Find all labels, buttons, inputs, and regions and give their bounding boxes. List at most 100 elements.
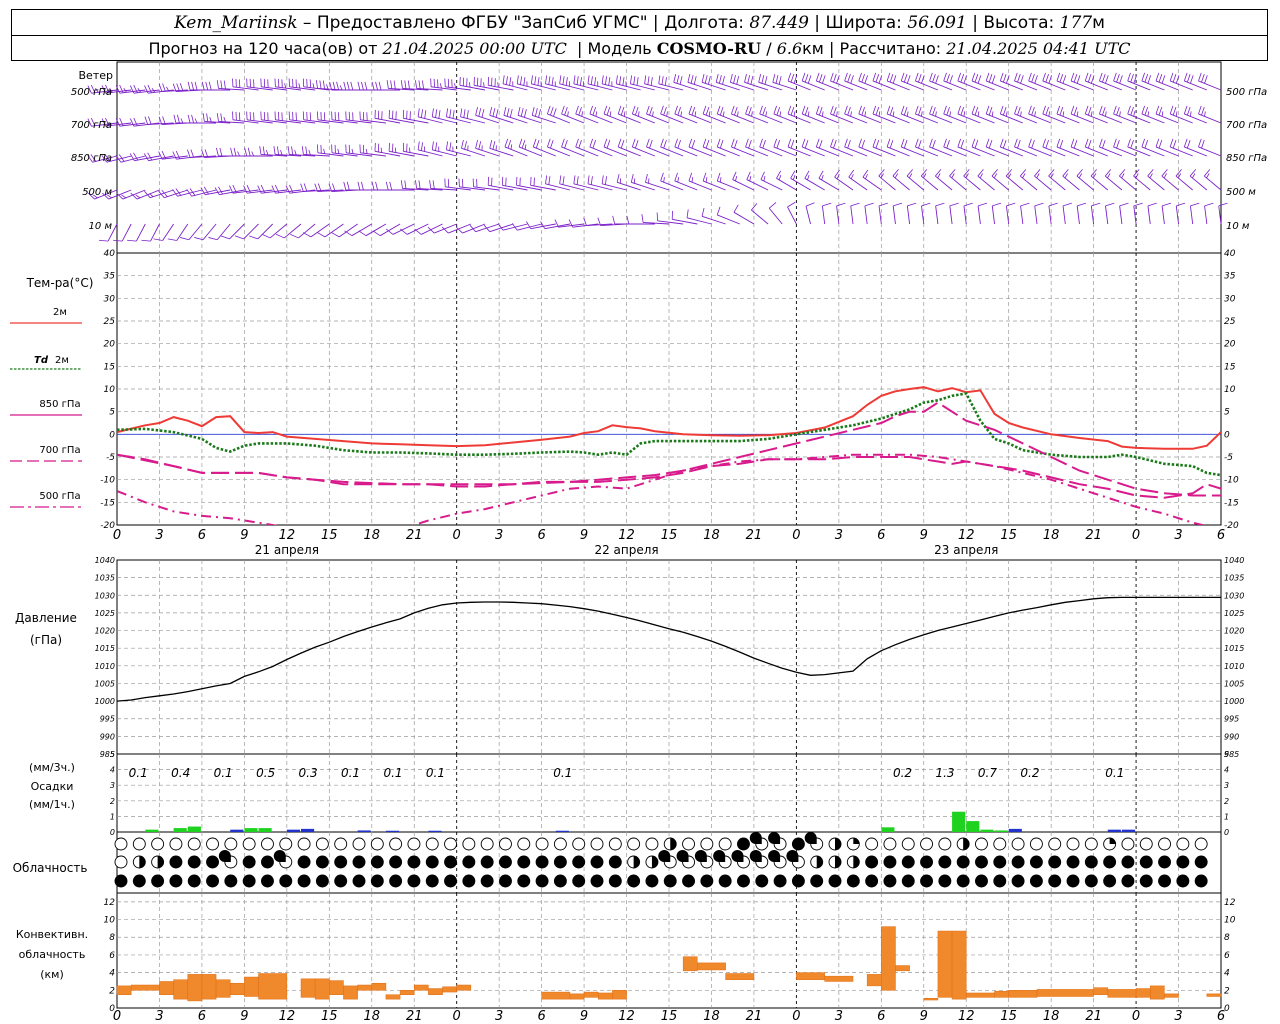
precip-1h-bar <box>286 829 300 832</box>
wind-barb-staff <box>1133 175 1151 191</box>
wind-barb-flag <box>702 105 707 115</box>
wind-barb <box>943 105 967 124</box>
hour-tick-label: 18 <box>1043 1009 1060 1024</box>
wind-barb <box>115 117 146 127</box>
wind-barb-staff <box>589 113 613 124</box>
wind-barb-flag <box>1034 111 1036 117</box>
wind-barb-flag <box>762 106 766 116</box>
conv-cloud-bar <box>428 988 443 995</box>
cloud-cover-symbol <box>444 874 457 888</box>
conv-y-tick: 6 <box>1224 951 1230 961</box>
wind-barb <box>1218 202 1228 225</box>
cloud-circle <box>242 874 256 888</box>
wind-barb-flag <box>965 173 969 179</box>
wind-barb-flag <box>109 87 113 93</box>
wind-barb-staff <box>589 146 613 157</box>
wind-barb-flag <box>793 75 798 84</box>
wind-barb <box>872 105 896 124</box>
wind-barb <box>288 78 316 91</box>
cloud-cover-symbol <box>773 874 787 888</box>
wind-barb <box>906 169 925 191</box>
wind-barb-flag <box>644 75 647 84</box>
precip-y-tick: 2 <box>110 797 115 806</box>
wind-barb <box>878 202 888 225</box>
wind-barb-staff <box>645 181 670 191</box>
wind-barb-flag <box>886 105 891 115</box>
wind-barb <box>671 210 698 225</box>
wind-barb-flag <box>1147 111 1150 117</box>
wind-barb-flag <box>715 74 719 83</box>
wind-barb-staff <box>1198 80 1222 91</box>
wind-barb-flag <box>1133 111 1135 117</box>
cloud-circle <box>1158 855 1172 869</box>
pressure-y-tick: 1010 <box>1224 662 1244 671</box>
wind-barb-flag <box>673 74 677 83</box>
wind-barb-flag <box>1201 73 1205 83</box>
wind-level-label: 10 м <box>1226 221 1250 232</box>
wind-barb-staff <box>489 147 514 157</box>
cloud-circle <box>590 874 604 888</box>
cloud-cover-symbol <box>1103 874 1117 888</box>
wind-barb <box>417 108 443 124</box>
wind-barb-flag <box>748 139 752 149</box>
wind-barb <box>805 202 815 225</box>
wind-barb-flag <box>158 83 163 92</box>
cloud-fill <box>768 850 781 862</box>
wind-barb-flag <box>1175 111 1178 117</box>
wind-barb-flag <box>787 105 792 115</box>
temp-y-tick: 5 <box>1224 408 1230 418</box>
wind-barb-flag <box>521 139 526 149</box>
wind-barb-flag <box>1064 173 1068 179</box>
cloud-cover-symbol <box>627 855 641 869</box>
conv-y-tick: 0 <box>109 1004 115 1014</box>
wind-barb <box>716 206 740 225</box>
wind-barb <box>1183 72 1208 91</box>
wind-barb-flag <box>1017 106 1021 116</box>
cloud-cover-symbol <box>352 837 366 851</box>
wind-barb-flag <box>773 105 778 115</box>
cloud-cover-symbol <box>663 874 677 888</box>
wind-barb-staff <box>1034 175 1052 191</box>
wind-barb-flag <box>886 138 891 148</box>
wind-barb <box>815 105 840 124</box>
wind-barb-flag <box>576 176 579 185</box>
wind-barb-staff <box>1042 146 1066 157</box>
cloud-cover-symbol <box>1139 874 1153 888</box>
cloud-cover-symbol <box>865 855 879 869</box>
hour-tick-label: 0 <box>113 1009 121 1024</box>
cloud-circle <box>499 837 512 851</box>
wind-barb-flag <box>946 139 950 149</box>
cloud-cover-symbol <box>956 874 970 888</box>
wind-barb-flag <box>957 72 962 82</box>
wind-barb-flag <box>932 73 936 83</box>
wind-barb-flag <box>435 142 438 151</box>
cloud-circle <box>1066 855 1080 869</box>
wind-barb <box>1019 169 1038 191</box>
wind-barb <box>732 171 755 191</box>
wind-barb-staff <box>971 113 995 124</box>
cloud-circle <box>1048 874 1062 888</box>
wind-barb <box>603 105 627 124</box>
wind-barb-staff <box>1020 205 1024 225</box>
cloud-circle <box>553 837 567 851</box>
wind-barb-staff <box>518 146 542 157</box>
wind-barb-staff <box>303 189 330 193</box>
cloud-fill <box>670 838 677 850</box>
wind-barb-flag <box>1116 106 1120 116</box>
conv-cloud-bar <box>300 978 316 998</box>
wind-barb-flag <box>929 105 933 115</box>
wind-barb-staff <box>818 177 840 191</box>
cloud-cover-symbol <box>370 855 384 869</box>
wind-barb-flag <box>759 138 763 148</box>
wind-barb-flag <box>361 81 364 91</box>
header-row-station: Kem_Mariinsk – Предоставлено ФГБУ "ЗапСи… <box>11 9 1268 36</box>
wind-level-label: 500 м <box>1226 187 1256 198</box>
wind-barb <box>858 138 882 157</box>
wind-title: Ветер <box>79 69 113 82</box>
hour-tick-label: 18 <box>703 1009 720 1024</box>
wind-barb <box>1048 169 1066 191</box>
wind-barb <box>1105 202 1115 225</box>
panel-labels: 0 3 6 9 12 15 18 21 0 3 6 9 12 15 18 21 0 3 6 9 12 15 18 21 0 3 60… <box>13 69 1268 1024</box>
wind-barb <box>301 146 330 157</box>
hour-tick-label: 21 <box>746 1009 763 1024</box>
